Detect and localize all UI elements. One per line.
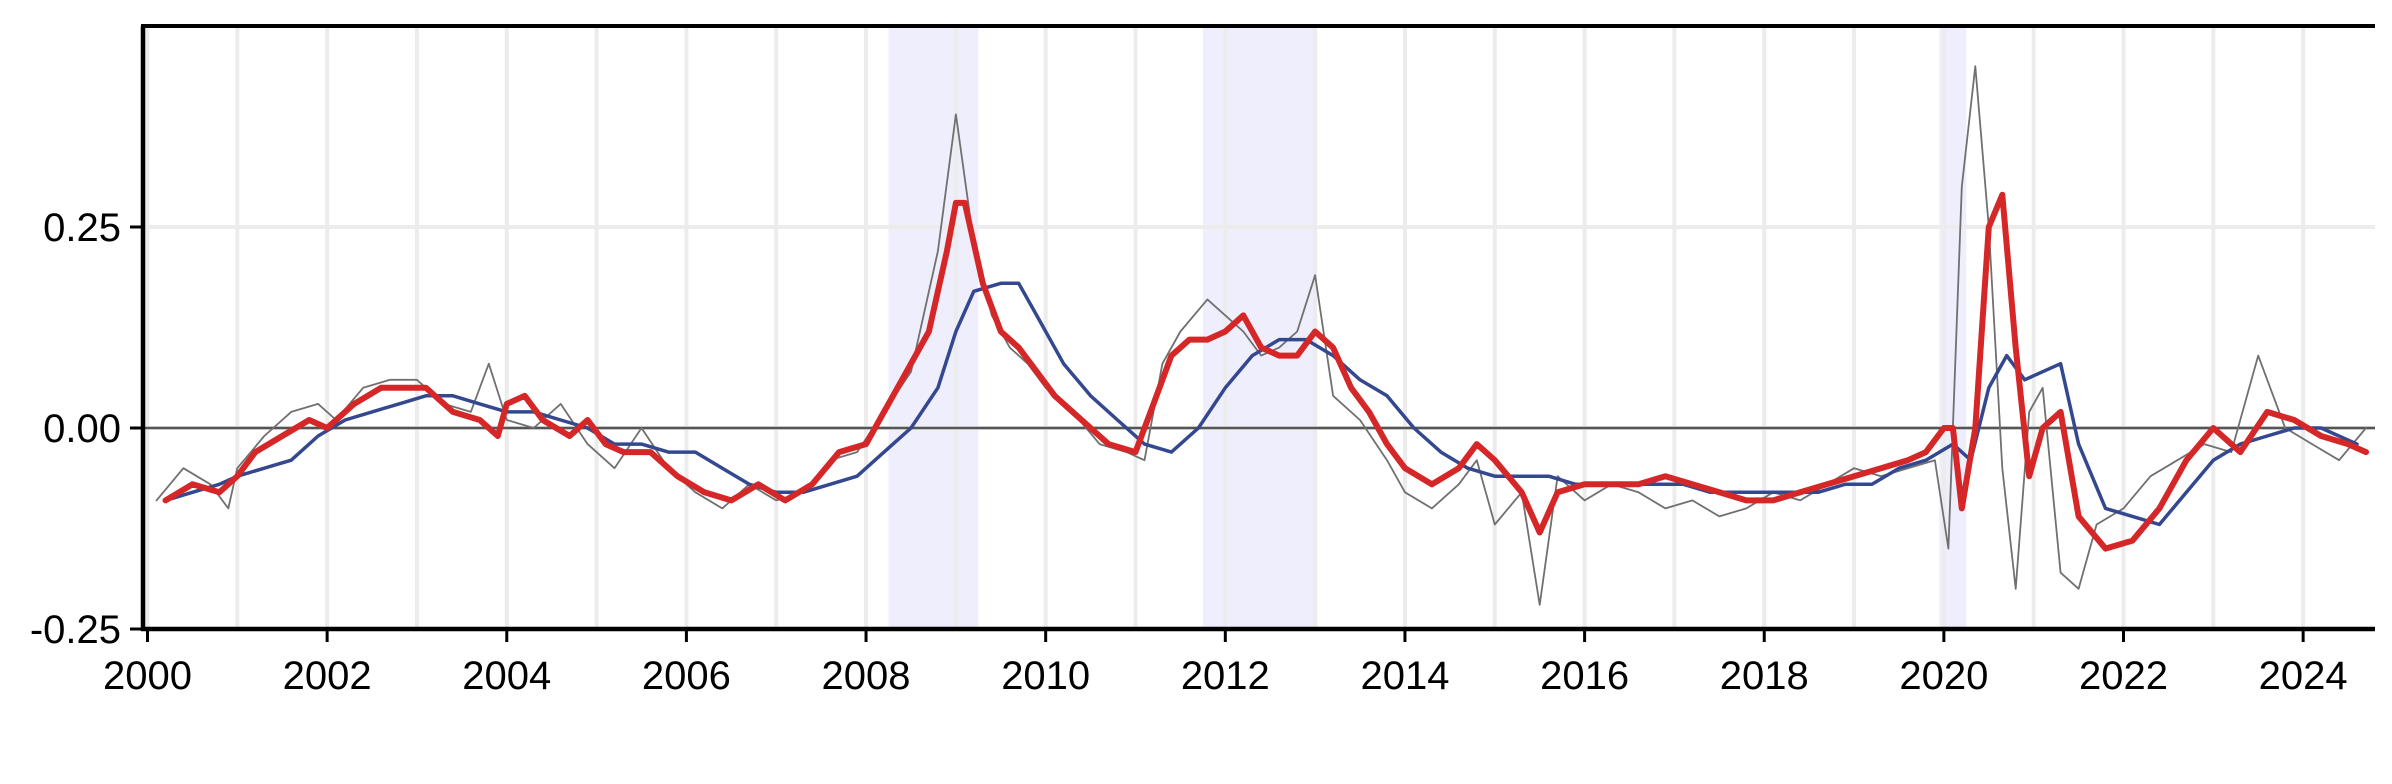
x-tick-label: 2014 (1360, 654, 1449, 698)
x-tick-label: 2022 (2079, 654, 2168, 698)
x-tick-label: 2004 (462, 654, 551, 698)
grid (143, 26, 2375, 631)
y-tick-label: 0.00 (43, 407, 121, 451)
x-tick-label: 2000 (103, 654, 192, 698)
shaded-period-2 (1202, 26, 1316, 629)
series-line-medium (162, 191, 2369, 552)
series-lines (155, 65, 2369, 606)
x-tick-label: 2012 (1181, 654, 1270, 698)
x-tick-label: 2016 (1540, 654, 1629, 698)
x-tick-label: 2020 (1899, 654, 1988, 698)
axes (140, 24, 2375, 632)
shaded-periods (888, 26, 1967, 629)
y-axis-ticks: -0.25 0.00 0.25 (30, 206, 143, 652)
x-tick-label: 2010 (1001, 654, 1090, 698)
x-tick-label: 2008 (822, 654, 911, 698)
x-axis-ticks: 2000 2002 2004 2006 2008 2010 2012 2014 2016 2018… (103, 629, 2348, 698)
shaded-period-1 (888, 26, 979, 629)
x-tick-label: 2002 (283, 654, 372, 698)
y-tick-label: 0.25 (43, 206, 121, 250)
x-tick-label: 2006 (642, 654, 731, 698)
x-tick-label: 2024 (2259, 654, 2348, 698)
y-tick-label: -0.25 (30, 608, 121, 652)
x-tick-label: 2018 (1720, 654, 1809, 698)
series-line-raw (155, 65, 2367, 606)
